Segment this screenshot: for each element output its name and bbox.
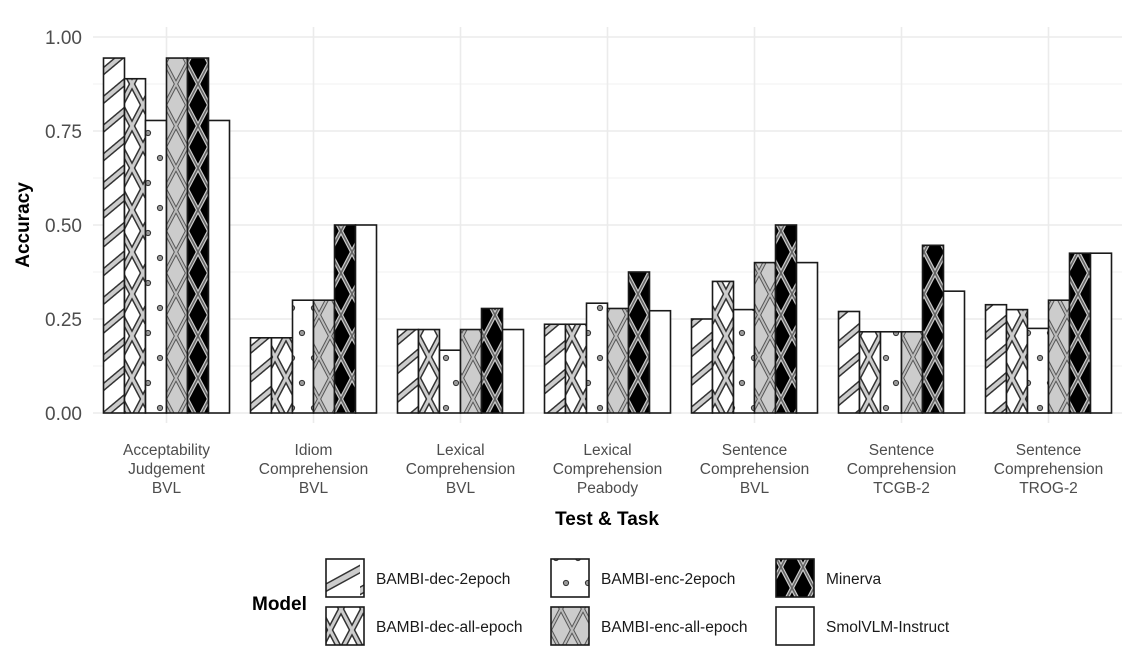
bar bbox=[1068, 252, 1092, 414]
bar bbox=[480, 307, 504, 414]
bar bbox=[858, 330, 882, 414]
legend-title: Model bbox=[252, 594, 307, 615]
bar bbox=[165, 57, 189, 414]
bar bbox=[186, 57, 210, 414]
bar bbox=[732, 308, 756, 414]
bar bbox=[1089, 252, 1113, 414]
bar bbox=[207, 119, 231, 414]
bar bbox=[291, 299, 315, 414]
x-tick-label: Sentence Comprehension BVL bbox=[700, 442, 809, 497]
bar bbox=[354, 224, 378, 414]
legend-item: BAMBI-enc-all-epoch bbox=[550, 606, 747, 646]
bar bbox=[711, 280, 735, 414]
plot-panel: 0.00 0.25 0.50 0.75 1.00 Acceptability Judgem… bbox=[45, 27, 1122, 497]
y-tick-label: 0.75 bbox=[45, 122, 82, 143]
bar bbox=[774, 224, 798, 414]
legend-label: BAMBI-enc-2epoch bbox=[601, 571, 735, 588]
x-tick-label: Sentence Comprehension TCGB-2 bbox=[847, 442, 956, 497]
bar bbox=[249, 336, 273, 414]
bar bbox=[459, 328, 483, 414]
bar bbox=[1026, 327, 1050, 414]
bar bbox=[900, 330, 924, 414]
bar bbox=[753, 261, 777, 414]
bar bbox=[543, 323, 567, 414]
bar bbox=[921, 244, 945, 414]
bar bbox=[501, 328, 525, 414]
legend-key bbox=[775, 606, 815, 646]
legend-label: BAMBI-dec-2epoch bbox=[376, 571, 510, 588]
bar bbox=[1047, 299, 1071, 414]
x-tick-label: Idiom Comprehension BVL bbox=[259, 442, 368, 497]
y-tick-label: 0.25 bbox=[45, 310, 82, 331]
legend-item: Minerva bbox=[775, 558, 882, 598]
x-tick-label: Acceptability Judgement BVL bbox=[123, 442, 210, 497]
legend-key bbox=[550, 558, 590, 598]
legend-key bbox=[775, 558, 815, 598]
bar bbox=[795, 261, 819, 414]
bar bbox=[690, 318, 714, 414]
bar bbox=[333, 224, 357, 414]
bar bbox=[984, 303, 1008, 414]
legend-item: BAMBI-enc-2epoch bbox=[550, 558, 735, 598]
x-axis-title: Test & Task bbox=[555, 509, 659, 530]
bar bbox=[837, 310, 861, 414]
legend-key bbox=[325, 606, 365, 646]
legend-item: BAMBI-dec-2epoch bbox=[325, 558, 510, 598]
bar bbox=[396, 328, 420, 414]
x-tick-label: Lexical Comprehension BVL bbox=[406, 442, 515, 497]
legend-label: BAMBI-enc-all-epoch bbox=[601, 619, 747, 636]
bar bbox=[312, 299, 336, 414]
legend-item: BAMBI-dec-all-epoch bbox=[325, 606, 522, 646]
legend-label: Minerva bbox=[826, 571, 882, 588]
x-tick-label: Sentence Comprehension TROG-2 bbox=[994, 442, 1103, 497]
legend-label: SmolVLM-Instruct bbox=[826, 619, 950, 636]
bar bbox=[123, 77, 147, 414]
legend: Model BAMBI-dec-2epoch BAMBI-dec-all-epoc… bbox=[252, 558, 950, 646]
bar bbox=[270, 336, 294, 414]
x-tick-labels: Acceptability Judgement BVL Idiom Comprehens… bbox=[123, 442, 1103, 497]
legend-key bbox=[325, 558, 365, 598]
x-tick-label: Lexical Comprehension Peabody bbox=[553, 442, 662, 497]
bar bbox=[144, 119, 168, 414]
y-tick-label: 0.50 bbox=[45, 216, 82, 237]
bar bbox=[438, 349, 462, 414]
bar bbox=[627, 271, 651, 414]
bars bbox=[102, 57, 1113, 414]
y-tick-labels: 0.00 0.25 0.50 0.75 1.00 bbox=[45, 28, 82, 425]
bar bbox=[564, 323, 588, 414]
legend-item: SmolVLM-Instruct bbox=[775, 606, 950, 646]
bar bbox=[942, 290, 966, 414]
y-axis-title: Accuracy bbox=[13, 182, 34, 268]
bar bbox=[417, 328, 441, 414]
y-tick-label: 1.00 bbox=[45, 28, 82, 49]
legend-label: BAMBI-dec-all-epoch bbox=[376, 619, 522, 636]
bar bbox=[585, 302, 609, 414]
bar bbox=[606, 307, 630, 414]
bar bbox=[1005, 308, 1029, 414]
y-tick-label: 0.00 bbox=[45, 404, 82, 425]
legend-key bbox=[550, 606, 590, 646]
bar bbox=[879, 330, 903, 414]
bar bbox=[102, 57, 126, 414]
bar bbox=[648, 309, 672, 414]
